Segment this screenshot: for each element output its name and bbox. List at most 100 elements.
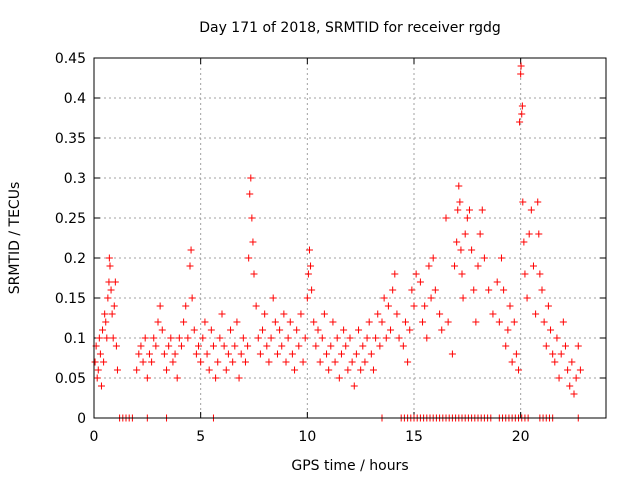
data-point (458, 270, 466, 278)
chart-title: Day 171 of 2018, SRMTID for receiver rgd… (199, 20, 501, 36)
data-point (427, 294, 435, 302)
data-point (438, 326, 446, 334)
data-point (139, 358, 147, 366)
data-point (520, 238, 528, 246)
data-point (95, 334, 103, 342)
y-tick-label: 0 (77, 411, 86, 427)
data-point (472, 318, 480, 326)
data-point (273, 350, 281, 358)
data-point (280, 310, 288, 318)
data-point (525, 230, 533, 238)
data-point (337, 350, 345, 358)
data-point (265, 358, 273, 366)
data-point (512, 350, 520, 358)
data-point (510, 318, 518, 326)
data-point (348, 358, 356, 366)
data-point (93, 374, 101, 382)
data-point (218, 310, 226, 318)
data-point (459, 294, 467, 302)
data-point (480, 254, 488, 262)
data-point (271, 318, 279, 326)
data-point (188, 294, 196, 302)
data-point (504, 326, 512, 334)
data-point (308, 286, 316, 294)
axis-ticks: 0 0.05 0.1 0.15 0.2 0.25 0.3 0.35 0.4 0.45 0 5 10 15 2… (55, 51, 606, 445)
data-point (342, 342, 350, 350)
data-point (448, 350, 456, 358)
data-point (133, 366, 141, 374)
data-point (506, 302, 514, 310)
data-point (574, 342, 582, 350)
data-point (410, 302, 418, 310)
data-point (436, 310, 444, 318)
data-point (192, 350, 200, 358)
data-point (175, 334, 183, 342)
data-point (455, 182, 463, 190)
data-point (195, 342, 203, 350)
data-point (94, 366, 102, 374)
data-point (318, 334, 326, 342)
data-point (96, 350, 104, 358)
data-point (442, 214, 450, 222)
data-point (470, 286, 478, 294)
y-tick-label: 0.35 (55, 131, 86, 147)
data-point (561, 342, 569, 350)
data-point (391, 270, 399, 278)
x-tick-label: 15 (405, 429, 423, 445)
data-point (246, 190, 254, 198)
data-point (570, 390, 578, 398)
data-point (395, 334, 403, 342)
data-point (553, 334, 561, 342)
data-point (148, 358, 156, 366)
data-point (239, 334, 247, 342)
data-point (517, 70, 525, 78)
data-point (237, 350, 245, 358)
data-point (276, 326, 284, 334)
data-point (387, 326, 395, 334)
data-point (288, 350, 296, 358)
data-point (431, 286, 439, 294)
data-point (416, 278, 424, 286)
y-tick-label: 0.15 (55, 291, 86, 307)
data-point (141, 334, 149, 342)
data-point (154, 318, 162, 326)
data-point (182, 302, 190, 310)
data-point (111, 278, 119, 286)
data-point (307, 262, 315, 270)
data-point (369, 366, 377, 374)
data-point (269, 294, 277, 302)
data-point (143, 374, 151, 382)
data-point (323, 350, 331, 358)
data-point (572, 374, 580, 382)
plot-frame (93, 57, 607, 419)
data-point (451, 262, 459, 270)
data-point (401, 318, 409, 326)
data-point (160, 350, 168, 358)
data-point (291, 366, 299, 374)
data-point (109, 334, 117, 342)
data-point (212, 374, 220, 382)
data-point (233, 318, 241, 326)
data-point (361, 358, 369, 366)
data-point (532, 310, 540, 318)
data-point (250, 270, 258, 278)
data-point (108, 310, 116, 318)
data-point (384, 302, 392, 310)
data-point (312, 342, 320, 350)
data-point (355, 326, 363, 334)
x-tick-label: 10 (298, 429, 316, 445)
data-point (241, 358, 249, 366)
data-point (263, 342, 271, 350)
data-point (203, 350, 211, 358)
data-point (100, 358, 108, 366)
data-point (372, 334, 380, 342)
data-point (568, 358, 576, 366)
data-point (540, 318, 548, 326)
data-point (261, 310, 269, 318)
data-point (515, 366, 523, 374)
data-point (104, 294, 112, 302)
data-point (363, 334, 371, 342)
data-point (231, 342, 239, 350)
data-point (485, 286, 493, 294)
